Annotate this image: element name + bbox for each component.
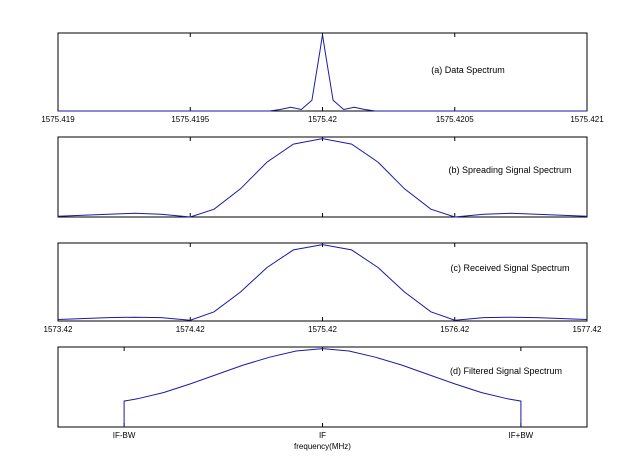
- panel-b: (b) Spreading Signal Spectrum: [57, 136, 588, 218]
- plot-frame: [57, 242, 588, 322]
- x-tick-label: 1576.42: [440, 325, 469, 334]
- plot-frame: [57, 32, 588, 112]
- x-tick-label: 1574.42: [176, 325, 205, 334]
- x-tick-label: 1573.42: [44, 325, 73, 334]
- panel-title: (c) Received Signal Spectrum: [450, 263, 569, 273]
- plot-frame: [57, 136, 588, 218]
- series-line: [58, 34, 587, 112]
- x-tick-label: 1575.4205: [436, 115, 474, 124]
- panel-d: IF-BW IF IF+BW (d) Filtered Signal Spectrum…: [57, 346, 588, 451]
- series-line: [57, 138, 588, 218]
- x-tick-label: 1575.42: [308, 115, 337, 124]
- series-line: [123, 348, 522, 427]
- plot-frame: [57, 346, 588, 428]
- x-tick-label: 1575.4195: [171, 115, 209, 124]
- panel-a: 1575.419 1575.4195 1575.42 1575.4205 1575.42…: [41, 32, 604, 124]
- panel-title: (d) Filtered Signal Spectrum: [450, 366, 562, 376]
- x-tick-label: IF-BW: [113, 431, 136, 440]
- x-tick-label: 1577.42: [573, 325, 602, 334]
- panel-title: (a) Data Spectrum: [431, 65, 505, 75]
- panel-title: (b) Spreading Signal Spectrum: [448, 165, 571, 175]
- x-tick-label: 1575.419: [41, 115, 75, 124]
- panel-c: 1573.42 1574.42 1575.42 1576.42 1577.42 (c) R…: [44, 242, 602, 334]
- x-tick-label: IF: [319, 431, 326, 440]
- x-tick-label: 1575.421: [570, 115, 604, 124]
- x-tick-label: IF+BW: [509, 431, 534, 440]
- x-tick-label: 1575.42: [308, 325, 337, 334]
- series-line: [57, 244, 588, 321]
- x-axis-label: frequency(MHz): [294, 442, 351, 451]
